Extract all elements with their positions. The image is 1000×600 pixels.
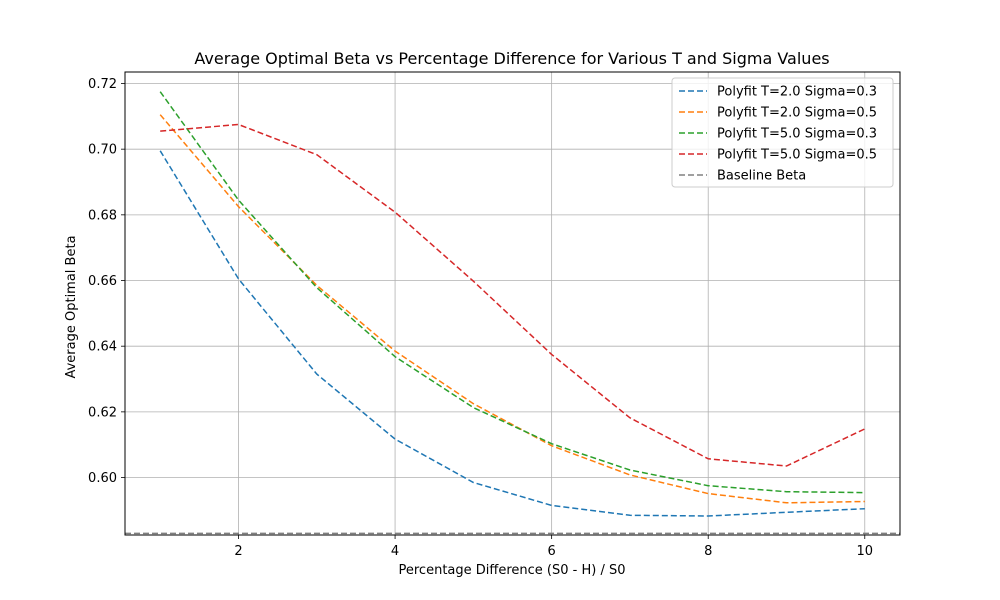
series-line-polyfit-t-2-0-sigma-0-3 (159, 150, 865, 517)
y-tick-label: 0.64 (88, 340, 117, 355)
ticks: 2 4 6 8 10 0.60 0.62 0.64 0.66 0.68 0.70 0.72 (88, 77, 873, 559)
x-tick-label: 10 (856, 544, 873, 559)
x-tick-label: 8 (704, 544, 712, 559)
series-layer (125, 91, 900, 535)
x-tick-label: 6 (548, 544, 556, 559)
y-tick-label: 0.62 (88, 405, 117, 420)
legend-box (671, 77, 894, 188)
y-axis-label: Average Optimal Beta (64, 235, 79, 378)
series-line-polyfit-t-2-0-sigma-0-5 (159, 114, 865, 504)
y-tick-label: 0.66 (88, 274, 117, 289)
legend-label: Polyfit T=2.0 Sigma=0.3 (717, 85, 877, 100)
y-tick-label: 0.70 (88, 143, 117, 158)
legend-label: Polyfit T=2.0 Sigma=0.5 (717, 106, 877, 121)
y-tick-label: 0.68 (88, 208, 117, 223)
series-line-polyfit-t-5-0-sigma-0-3 (159, 91, 865, 494)
legend-label: Baseline Beta (717, 169, 806, 184)
x-axis-label: Percentage Difference (S0 - H) / S0 (399, 563, 626, 578)
legend: Polyfit T=2.0 Sigma=0.3 Polyfit T=2.0 Sig… (671, 77, 894, 188)
x-tick-label: 2 (234, 544, 242, 559)
y-tick-label: 0.60 (88, 471, 117, 486)
y-tick-label: 0.72 (88, 77, 117, 92)
legend-label: Polyfit T=5.0 Sigma=0.5 (717, 148, 877, 163)
legend-label: Polyfit T=5.0 Sigma=0.3 (717, 127, 877, 142)
plot-frame (124, 71, 901, 536)
chart-title: Average Optimal Beta vs Percentage Diffe… (194, 49, 829, 68)
x-tick-label: 4 (391, 544, 399, 559)
series-line-polyfit-t-5-0-sigma-0-5 (160, 123, 866, 467)
